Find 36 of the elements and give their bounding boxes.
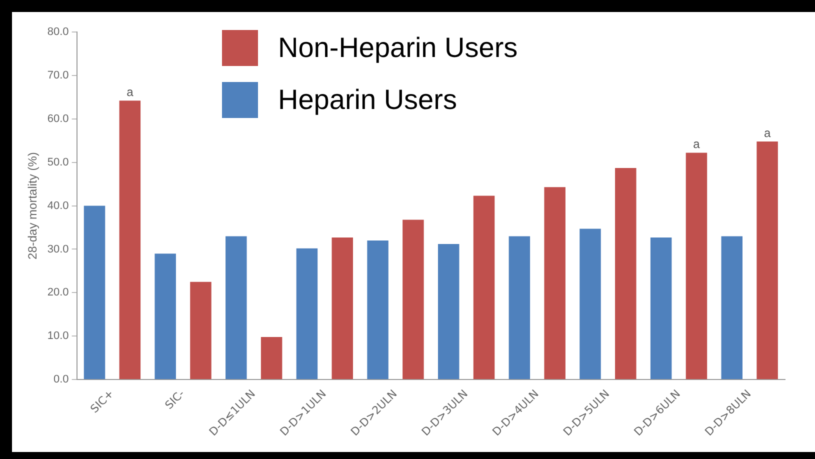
y-tick-label: 50.0 <box>47 156 69 168</box>
bar <box>473 196 495 380</box>
bar <box>721 236 743 380</box>
y-tick-label: 30.0 <box>47 243 69 256</box>
x-tick-label: SIC- <box>162 387 188 412</box>
y-tick-label: 70.0 <box>47 69 69 82</box>
bar <box>756 141 778 380</box>
y-axis-title: 28-day mortality (%) <box>26 152 40 260</box>
y-tick-label: 80.0 <box>47 26 69 38</box>
bar <box>84 206 106 380</box>
data-label: a <box>126 84 134 99</box>
bar <box>686 152 708 380</box>
y-tick-label: 60.0 <box>47 112 69 125</box>
bar <box>190 282 212 380</box>
bar <box>260 336 282 380</box>
bar <box>438 244 460 380</box>
bar <box>296 248 318 380</box>
bar <box>402 220 424 380</box>
data-label: a <box>693 137 700 152</box>
bar <box>508 236 530 380</box>
y-tick-label: 10.0 <box>47 330 69 342</box>
bar <box>580 228 601 380</box>
data-label: a <box>764 126 771 140</box>
y-tick-label: 40.0 <box>47 200 69 212</box>
legend-label: Heparin Users <box>278 84 457 116</box>
bar <box>119 100 141 380</box>
y-tick-label: 0.0 <box>54 374 69 386</box>
y-tick-label: 20.0 <box>47 286 69 299</box>
legend-label: Non-Heparin Users <box>278 32 518 64</box>
bar <box>154 254 176 380</box>
bar <box>650 238 672 380</box>
bar <box>226 236 247 380</box>
bar <box>332 238 354 380</box>
bar <box>544 187 566 380</box>
bar <box>615 168 636 380</box>
bar <box>367 240 388 380</box>
